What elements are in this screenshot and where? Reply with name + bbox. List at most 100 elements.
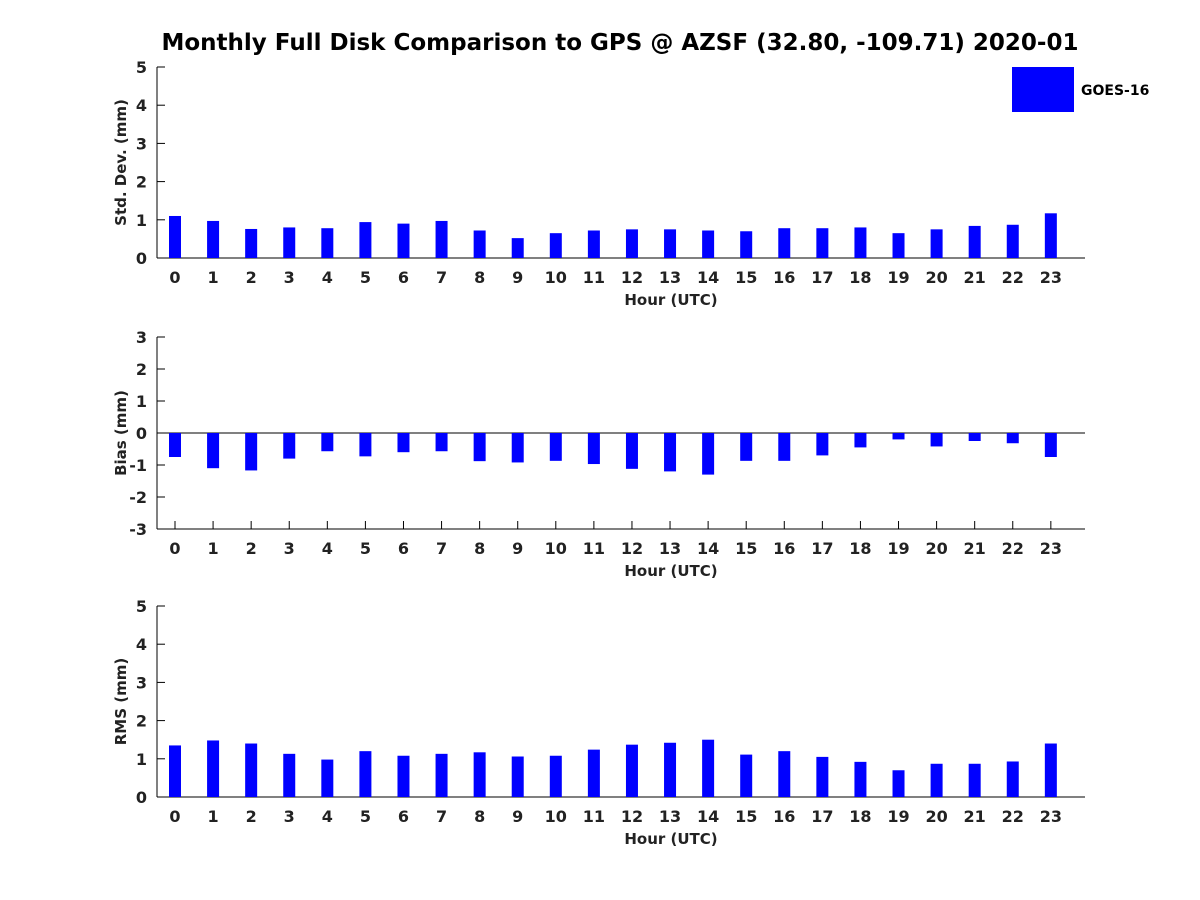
- x-tick-label: 5: [360, 807, 371, 826]
- y-tick-label: -3: [129, 520, 147, 539]
- x-axis-label: Hour (UTC): [624, 291, 717, 309]
- x-tick-label: 7: [436, 807, 447, 826]
- bar: [664, 433, 677, 472]
- x-tick-label: 2: [246, 539, 257, 558]
- bar: [702, 739, 715, 797]
- y-axis-label: Bias (mm): [112, 390, 130, 476]
- x-tick-label: 21: [964, 807, 986, 826]
- x-tick-label: 2: [246, 268, 257, 287]
- bar: [473, 752, 486, 797]
- bar: [625, 744, 638, 797]
- x-tick-label: 11: [583, 268, 605, 287]
- bar: [397, 433, 410, 453]
- x-tick-label: 15: [735, 807, 757, 826]
- bar: [1044, 433, 1057, 457]
- x-tick-label: 4: [322, 268, 333, 287]
- bar: [207, 220, 220, 258]
- bar: [359, 433, 372, 457]
- x-tick-label: 13: [659, 539, 681, 558]
- x-tick-label: 8: [474, 268, 485, 287]
- bar: [473, 433, 486, 462]
- bar: [473, 230, 486, 258]
- x-tick-label: 16: [773, 539, 795, 558]
- x-tick-label: 18: [849, 268, 871, 287]
- bar: [854, 433, 867, 448]
- x-tick-label: 18: [849, 539, 871, 558]
- bar: [321, 433, 334, 452]
- y-tick-label: 5: [136, 58, 147, 77]
- bar: [245, 743, 258, 797]
- x-tick-label: 19: [887, 539, 909, 558]
- x-tick-label: 4: [322, 807, 333, 826]
- x-tick-label: 12: [621, 268, 643, 287]
- x-tick-label: 5: [360, 268, 371, 287]
- x-tick-label: 14: [697, 539, 719, 558]
- x-axis-label: Hour (UTC): [624, 830, 717, 848]
- bar: [283, 433, 296, 459]
- x-tick-label: 8: [474, 539, 485, 558]
- bar: [587, 433, 600, 465]
- bar: [816, 756, 829, 797]
- y-tick-label: 2: [136, 173, 147, 192]
- x-tick-label: 14: [697, 268, 719, 287]
- x-tick-label: 14: [697, 807, 719, 826]
- x-tick-label: 16: [773, 807, 795, 826]
- bar: [816, 228, 829, 258]
- bar: [854, 761, 867, 797]
- x-tick-label: 22: [1002, 268, 1024, 287]
- bar: [587, 749, 600, 797]
- y-axis-label: RMS (mm): [112, 658, 130, 745]
- y-tick-label: 3: [136, 673, 147, 692]
- bar: [740, 433, 753, 461]
- x-tick-label: 12: [621, 807, 643, 826]
- bar: [778, 228, 791, 258]
- x-tick-label: 23: [1040, 268, 1062, 287]
- y-tick-label: 0: [136, 788, 147, 807]
- x-tick-label: 21: [964, 539, 986, 558]
- bar: [169, 745, 181, 797]
- x-tick-label: 19: [887, 807, 909, 826]
- bar: [245, 228, 258, 258]
- y-tick-label: 1: [136, 211, 147, 230]
- bar: [854, 227, 867, 258]
- x-tick-label: 20: [925, 539, 947, 558]
- bar: [816, 433, 829, 456]
- y-tick-label: 1: [136, 392, 147, 411]
- figure-title: Monthly Full Disk Comparison to GPS @ AZ…: [161, 30, 1079, 56]
- y-tick-label: 3: [136, 328, 147, 347]
- y-tick-label: 0: [136, 424, 147, 443]
- x-tick-label: 0: [169, 539, 180, 558]
- bar: [968, 433, 981, 441]
- bar: [169, 215, 181, 258]
- x-tick-label: 12: [621, 539, 643, 558]
- x-tick-label: 15: [735, 539, 757, 558]
- y-tick-label: 4: [136, 635, 147, 654]
- x-tick-label: 13: [659, 268, 681, 287]
- bar: [283, 753, 296, 797]
- x-tick-label: 1: [208, 268, 219, 287]
- bar: [625, 433, 638, 469]
- bar: [549, 233, 562, 258]
- x-tick-label: 18: [849, 807, 871, 826]
- bar: [397, 755, 410, 797]
- bar: [740, 754, 753, 797]
- bar: [511, 238, 524, 258]
- x-tick-label: 17: [811, 268, 833, 287]
- bar: [1006, 224, 1019, 258]
- x-tick-label: 8: [474, 807, 485, 826]
- x-tick-label: 3: [284, 539, 295, 558]
- x-tick-label: 4: [322, 539, 333, 558]
- x-tick-label: 0: [169, 807, 180, 826]
- bar: [511, 433, 524, 463]
- bar: [778, 751, 791, 797]
- x-tick-label: 1: [208, 539, 219, 558]
- x-tick-label: 16: [773, 268, 795, 287]
- x-tick-label: 9: [512, 539, 523, 558]
- x-tick-label: 22: [1002, 539, 1024, 558]
- bar: [1044, 743, 1057, 797]
- bar: [968, 225, 981, 258]
- x-tick-label: 23: [1040, 807, 1062, 826]
- bar: [740, 231, 753, 258]
